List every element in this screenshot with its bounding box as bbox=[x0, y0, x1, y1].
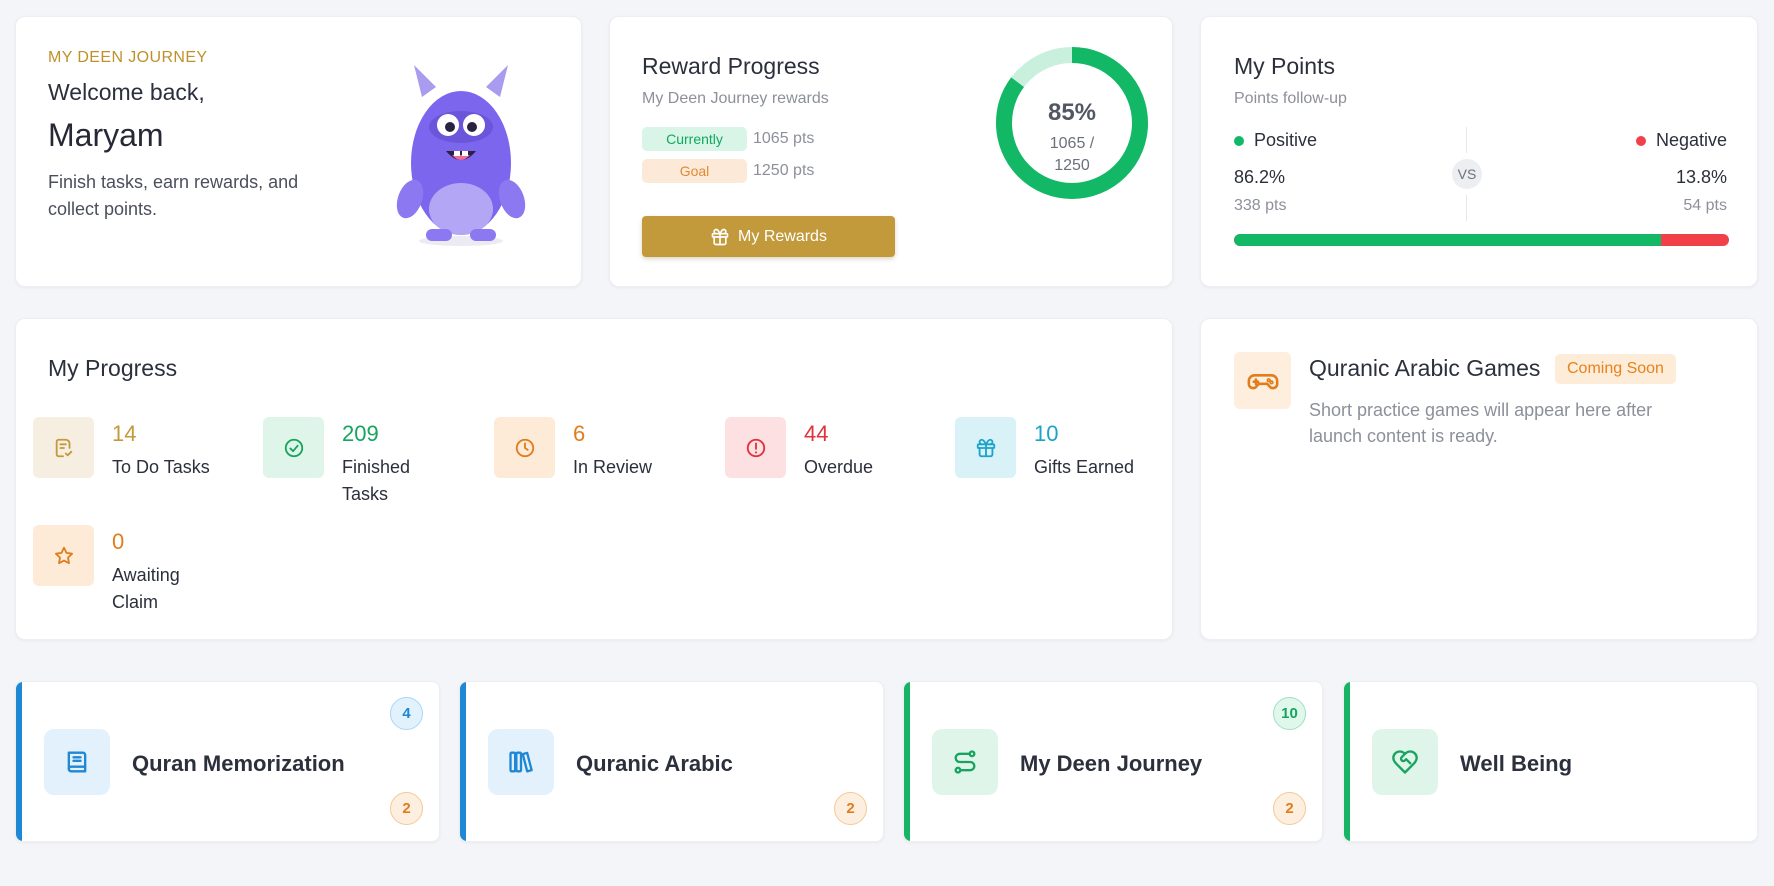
vs-divider-bottom bbox=[1466, 195, 1467, 221]
coming-soon-badge: Coming Soon bbox=[1555, 354, 1676, 384]
stat-icon-box bbox=[263, 417, 324, 478]
positive-label: Positive bbox=[1254, 130, 1318, 150]
subject-card-my-deen-journey[interactable]: My Deen Journey 10 2 bbox=[903, 681, 1323, 842]
negative-points: 54 pts bbox=[1683, 197, 1727, 214]
stat-label: Finished Tasks bbox=[342, 457, 411, 504]
reward-progress-ring bbox=[996, 47, 1148, 199]
gamepad-icon bbox=[1247, 373, 1278, 389]
stat-icon-box bbox=[955, 417, 1016, 478]
welcome-eyebrow: MY DEEN JOURNEY bbox=[48, 49, 208, 66]
my-rewards-label: My Rewards bbox=[738, 227, 827, 245]
book-icon bbox=[67, 751, 87, 773]
subject-card-quran-memorization[interactable]: Quran Memorization 4 2 bbox=[15, 681, 440, 842]
my-progress-title: My Progress bbox=[48, 355, 178, 381]
points-positive-fill bbox=[1234, 234, 1661, 246]
reward-progress-arc bbox=[996, 47, 1148, 199]
stat-icon-box bbox=[33, 525, 94, 586]
positive-points: 338 pts bbox=[1234, 197, 1287, 214]
welcome-card: MY DEEN JOURNEY Welcome back, Maryam Fin… bbox=[15, 16, 582, 287]
subject-count-badge: 10 bbox=[1273, 697, 1306, 730]
books-icon bbox=[509, 751, 533, 773]
subject-count-badge: 2 bbox=[390, 792, 423, 825]
vs-badge: VS bbox=[1452, 159, 1482, 189]
stat-value: 44 bbox=[804, 421, 829, 446]
subject-count-badge: 2 bbox=[834, 792, 867, 825]
goal-pill: Goal bbox=[642, 159, 747, 183]
positive-legend: Positive bbox=[1234, 130, 1317, 151]
star-icon bbox=[54, 546, 73, 564]
clock-icon bbox=[515, 438, 534, 457]
purple-monster-mascot-icon bbox=[396, 65, 526, 246]
stat-value: 10 bbox=[1034, 421, 1059, 446]
stat-label: In Review bbox=[573, 457, 653, 477]
quranic-arabic-games-card: Quranic Arabic Games Coming Soon Short p… bbox=[1200, 318, 1758, 640]
games-description: Short practice games will appear here af… bbox=[1309, 400, 1653, 446]
my-points-subtitle: Points follow-up bbox=[1234, 90, 1347, 107]
welcome-description: Finish tasks, earn rewards, and collect … bbox=[48, 172, 299, 219]
stat-value: 6 bbox=[573, 421, 586, 446]
reward-progress-card: Reward Progress My Deen Journey rewards … bbox=[609, 16, 1173, 287]
reward-ratio: 1065 / 1250 bbox=[992, 133, 1152, 177]
stat-icon-box bbox=[494, 417, 555, 478]
subject-card-quranic-arabic[interactable]: Quranic Arabic 2 bbox=[459, 681, 884, 842]
reward-progress-subtitle: My Deen Journey rewards bbox=[642, 90, 829, 107]
check-circle-icon bbox=[284, 438, 303, 457]
subject-accent-bar bbox=[460, 682, 466, 841]
vs-divider-top bbox=[1466, 127, 1467, 153]
negative-dot-icon bbox=[1635, 135, 1646, 146]
stat-label: Overdue bbox=[804, 457, 874, 477]
negative-legend: Negative bbox=[1635, 130, 1727, 151]
subject-accent-bar bbox=[1344, 682, 1350, 841]
stat-value: 209 bbox=[342, 421, 379, 446]
welcome-greeting: Welcome back, bbox=[48, 79, 205, 105]
subject-icon-box bbox=[488, 729, 554, 795]
subject-count-badge: 4 bbox=[390, 697, 423, 730]
stat-label: Awaiting Claim bbox=[112, 565, 180, 612]
subject-title: Quranic Arabic bbox=[576, 751, 733, 776]
stat-icon-box bbox=[725, 417, 786, 478]
gift-icon bbox=[976, 438, 995, 457]
route-icon bbox=[954, 750, 976, 774]
stat-label: Gifts Earned bbox=[1034, 457, 1135, 477]
stat-label: To Do Tasks bbox=[112, 457, 210, 477]
negative-percent: 13.8% bbox=[1675, 167, 1727, 187]
points-ratio-bar bbox=[1234, 234, 1729, 246]
reward-progress-readout: 85% 1065 / 1250 bbox=[992, 43, 1152, 203]
stat-value: 14 bbox=[112, 421, 137, 446]
positive-dot-icon bbox=[1234, 135, 1244, 146]
subject-icon-box bbox=[44, 729, 110, 795]
my-points-card: My Points Points follow-up Positive Nega… bbox=[1200, 16, 1758, 287]
subject-count-badge: 2 bbox=[1273, 792, 1306, 825]
negative-label: Negative bbox=[1655, 130, 1727, 150]
currently-pill: Currently bbox=[642, 127, 747, 151]
subject-accent-bar bbox=[16, 682, 22, 841]
reward-progress-title: Reward Progress bbox=[642, 53, 820, 79]
my-progress-card: My Progress 14 To Do Tasks 209 Finished … bbox=[15, 318, 1173, 640]
subject-icon-box bbox=[932, 729, 998, 795]
current-points: 1065 pts bbox=[753, 130, 815, 147]
reward-ratio-text: 1065 / 1250 bbox=[1049, 135, 1095, 174]
task-list-icon bbox=[55, 438, 72, 457]
user-name: Maryam bbox=[48, 117, 164, 153]
game-icon-box bbox=[1234, 352, 1291, 409]
stat-value: 0 bbox=[112, 529, 125, 554]
subject-accent-bar bbox=[904, 682, 910, 841]
gift-icon bbox=[711, 228, 729, 245]
my-points-title: My Points bbox=[1234, 53, 1335, 79]
heart-handshake-icon bbox=[1392, 750, 1418, 774]
alert-circle-icon bbox=[746, 438, 765, 457]
subject-title: Quran Memorization bbox=[132, 751, 345, 776]
subject-card-well-being[interactable]: Well Being bbox=[1343, 681, 1758, 842]
positive-percent: 86.2% bbox=[1234, 167, 1286, 187]
my-rewards-button[interactable]: My Rewards bbox=[642, 216, 895, 257]
subject-title: Well Being bbox=[1460, 751, 1573, 776]
subject-icon-box bbox=[1372, 729, 1438, 795]
subject-title: My Deen Journey bbox=[1020, 751, 1203, 776]
goal-points: 1250 pts bbox=[753, 162, 815, 179]
stat-icon-box bbox=[33, 417, 94, 478]
reward-percent: 85% bbox=[1047, 99, 1097, 126]
games-title: Quranic Arabic Games bbox=[1309, 355, 1541, 381]
